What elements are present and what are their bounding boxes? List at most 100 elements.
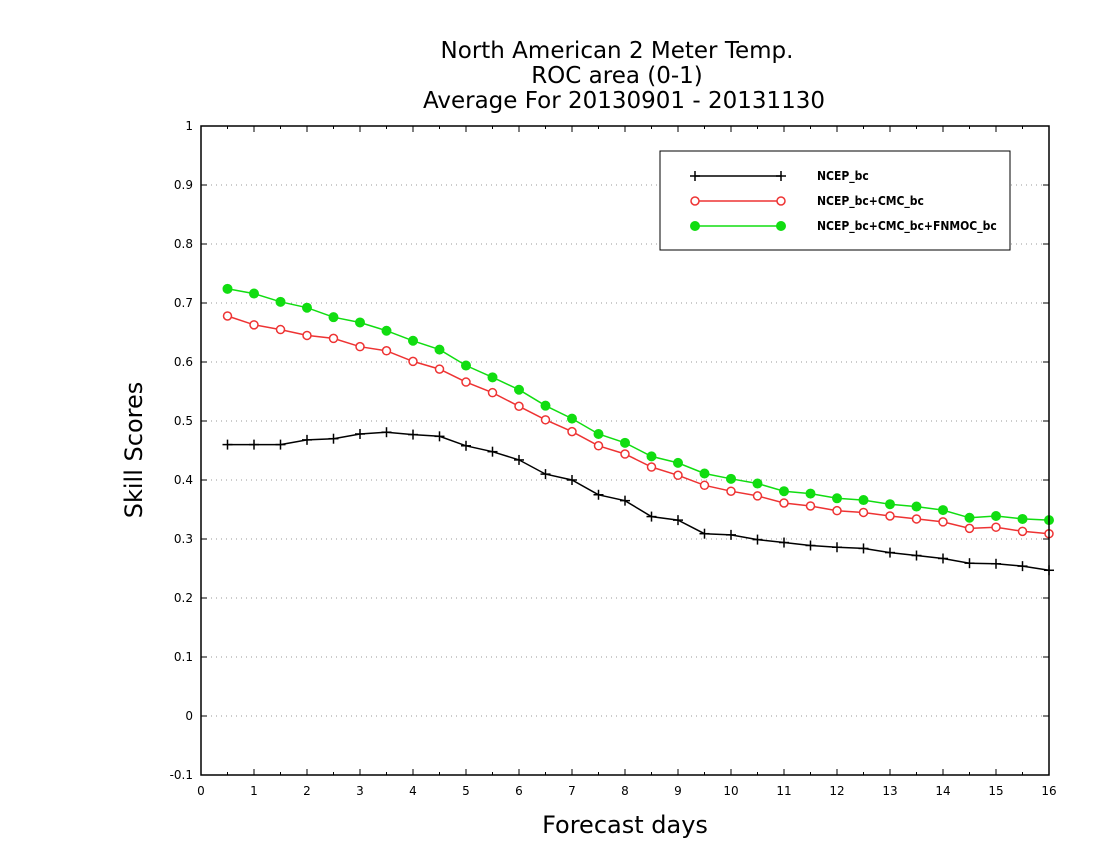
- x-tick-label: 4: [409, 784, 417, 798]
- data-point: [726, 486, 736, 496]
- data-point: [275, 439, 286, 450]
- data-point: [461, 377, 471, 387]
- data-point: [540, 469, 551, 480]
- data-point: [1017, 513, 1028, 524]
- y-tick-label: 0.3: [174, 532, 193, 546]
- series-group: [222, 283, 1054, 576]
- data-point: [699, 468, 710, 479]
- legend: NCEP_bc NCEP_bc+CMC_bc NCEP_bc+CMC_bc+FNMO…: [659, 150, 1011, 251]
- data-point: [487, 446, 498, 457]
- data-point: [885, 511, 895, 521]
- data-point: [964, 512, 975, 523]
- y-tick-label: 0: [185, 709, 193, 723]
- y-tick-label: 0.9: [174, 178, 193, 192]
- data-point: [620, 449, 630, 459]
- data-point: [275, 296, 286, 307]
- series-1: [222, 427, 1054, 576]
- data-point: [726, 473, 736, 484]
- series-line: [227, 431, 1050, 572]
- data-point: [328, 333, 339, 344]
- data-point: [938, 505, 948, 516]
- data-point: [832, 493, 842, 504]
- data-point: [964, 558, 975, 569]
- data-point: [699, 480, 710, 491]
- data-point: [593, 489, 604, 500]
- series-line: [227, 315, 1050, 535]
- data-point: [434, 344, 445, 355]
- x-tick-label: 15: [988, 784, 1003, 798]
- data-point: [249, 288, 259, 299]
- chart-title: North American 2 Meter Temp. ROC area (0…: [423, 38, 825, 114]
- x-tick-label: 1: [250, 784, 258, 798]
- data-point: [381, 427, 392, 438]
- legend-marker: [776, 171, 786, 181]
- y-tick-label: -0.1: [170, 768, 193, 782]
- data-point: [991, 558, 1001, 569]
- data-point: [673, 457, 683, 468]
- chart-title-line-2: ROC area (0-1): [531, 63, 703, 89]
- x-tick-label: 6: [515, 784, 523, 798]
- data-point: [381, 325, 392, 336]
- x-tick-label: 8: [621, 784, 629, 798]
- x-axis-ticks: 0 1 2 3 4 5 6 7 8 9 10 11 12 13 14 15 16: [197, 126, 1057, 798]
- data-point: [779, 498, 789, 508]
- data-point: [911, 514, 922, 524]
- x-tick-label: 11: [776, 784, 791, 798]
- legend-marker: [690, 171, 700, 181]
- data-point: [858, 543, 869, 554]
- legend-item-2: NCEP_bc+CMC_bc: [690, 194, 924, 209]
- legend-label: NCEP_bc: [817, 169, 869, 184]
- data-point: [991, 510, 1001, 521]
- x-tick-label: 3: [356, 784, 364, 798]
- series-3: [222, 283, 1054, 526]
- data-point: [779, 486, 789, 497]
- data-point: [434, 364, 445, 374]
- x-tick-label: 14: [935, 784, 950, 798]
- y-tick-label: 0.8: [174, 237, 193, 251]
- data-point: [646, 462, 657, 472]
- data-point: [567, 426, 577, 437]
- y-tick-label: 0.4: [174, 473, 193, 487]
- data-point: [408, 335, 418, 346]
- data-point: [355, 428, 365, 439]
- legend-label: NCEP_bc+CMC_bc+FNMOC_bc: [817, 219, 997, 234]
- data-point: [726, 529, 736, 540]
- data-point: [355, 317, 365, 328]
- data-point: [673, 470, 683, 481]
- data-point: [302, 434, 312, 445]
- legend-label: NCEP_bc+CMC_bc: [817, 194, 924, 209]
- data-point: [805, 501, 816, 511]
- data-point: [222, 439, 233, 450]
- data-point: [752, 491, 763, 501]
- data-point: [328, 312, 339, 323]
- data-point: [779, 537, 789, 548]
- data-point: [302, 330, 312, 341]
- data-point: [408, 356, 418, 367]
- data-point: [991, 522, 1001, 532]
- legend-marker: [690, 221, 700, 231]
- data-point: [514, 384, 524, 395]
- data-point: [805, 488, 816, 499]
- data-point: [487, 387, 498, 398]
- data-point: [752, 534, 763, 545]
- y-tick-label: 0.7: [174, 296, 193, 310]
- data-point: [699, 528, 710, 539]
- data-point: [1017, 561, 1028, 572]
- data-point: [434, 431, 445, 442]
- data-point: [328, 433, 339, 444]
- data-point: [461, 440, 471, 451]
- legend-item-3: NCEP_bc+CMC_bc+FNMOC_bc: [690, 219, 997, 234]
- x-tick-label: 16: [1041, 784, 1056, 798]
- data-point: [593, 428, 604, 439]
- data-point: [487, 372, 498, 383]
- data-point: [938, 553, 948, 564]
- x-axis-title: Forecast days: [542, 811, 708, 839]
- data-point: [646, 511, 657, 522]
- data-point: [540, 415, 551, 425]
- data-point: [885, 547, 895, 558]
- data-point: [302, 302, 312, 313]
- y-tick-label: 0.1: [174, 650, 193, 664]
- data-point: [620, 495, 630, 506]
- legend-item-1: NCEP_bc: [690, 169, 869, 184]
